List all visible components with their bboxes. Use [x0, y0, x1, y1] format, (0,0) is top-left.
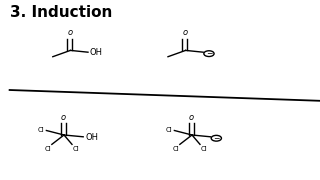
Text: Cl: Cl — [73, 146, 80, 152]
Text: OH: OH — [90, 48, 103, 57]
Text: −: − — [206, 49, 212, 58]
Text: Cl: Cl — [44, 146, 51, 152]
Text: OH: OH — [85, 133, 98, 142]
Text: Cl: Cl — [165, 127, 172, 133]
Text: o: o — [67, 28, 72, 37]
Text: Cl: Cl — [172, 146, 179, 152]
Text: Cl: Cl — [201, 146, 208, 152]
Text: −: − — [213, 134, 220, 143]
Text: o: o — [189, 113, 194, 122]
Text: o: o — [182, 28, 188, 37]
Text: Cl: Cl — [37, 127, 44, 133]
Text: o: o — [61, 113, 66, 122]
Text: 3. Induction: 3. Induction — [10, 5, 112, 20]
